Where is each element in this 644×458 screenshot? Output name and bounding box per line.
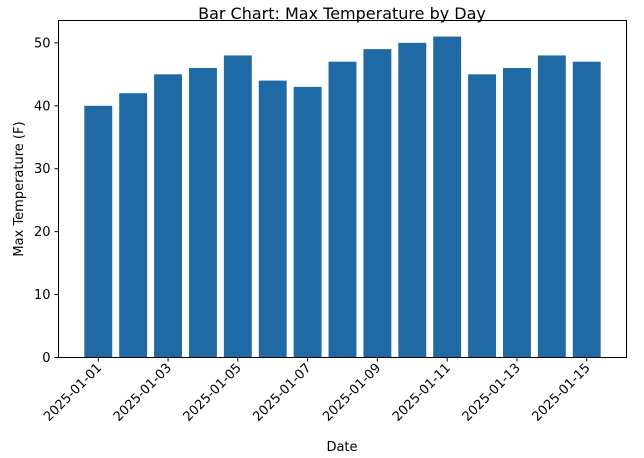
x-tick-label: 2025-01-09 bbox=[320, 361, 384, 425]
y-tick-label: 40 bbox=[34, 99, 51, 114]
x-axis-label: Date bbox=[326, 440, 357, 455]
y-tick-label: 30 bbox=[34, 162, 51, 177]
bar-2025-01-08 bbox=[328, 61, 357, 358]
chart-title: Bar Chart: Max Temperature by Day bbox=[198, 4, 486, 23]
bar-2025-01-14 bbox=[537, 55, 566, 358]
x-axis: 2025-01-01 2025-01-03 2025-01-05 2025-01-07… bbox=[41, 357, 594, 425]
bars-group bbox=[84, 36, 601, 358]
x-tick-label: 2025-01-07 bbox=[250, 361, 314, 425]
bar-2025-01-01 bbox=[84, 105, 113, 358]
bar-2025-01-07 bbox=[293, 86, 322, 358]
bar-2025-01-11 bbox=[433, 36, 462, 358]
bar-2025-01-10 bbox=[398, 42, 427, 358]
x-tick-label: 2025-01-11 bbox=[390, 361, 454, 425]
bar-2025-01-15 bbox=[572, 61, 601, 358]
bar-2025-01-02 bbox=[119, 93, 148, 358]
plot-frame bbox=[58, 20, 627, 358]
y-axis: 0 10 20 30 40 50 bbox=[34, 36, 59, 366]
x-tick-label: 2025-01-05 bbox=[181, 361, 245, 425]
bar-2025-01-09 bbox=[363, 49, 392, 358]
bar-2025-01-12 bbox=[468, 74, 497, 358]
bar-2025-01-04 bbox=[188, 68, 217, 358]
y-tick-label: 0 bbox=[42, 351, 50, 366]
y-axis-label: Max Temperature (F) bbox=[12, 121, 27, 256]
y-tick-label: 20 bbox=[34, 225, 51, 240]
y-tick-label: 10 bbox=[34, 288, 51, 303]
bar-2025-01-06 bbox=[258, 80, 287, 358]
x-tick-label: 2025-01-03 bbox=[111, 361, 175, 425]
x-tick-label: 2025-01-01 bbox=[41, 361, 105, 425]
bar-2025-01-05 bbox=[223, 55, 252, 358]
bar-2025-01-13 bbox=[502, 68, 531, 358]
x-tick-label: 2025-01-15 bbox=[530, 361, 594, 425]
y-tick-label: 50 bbox=[34, 36, 51, 51]
bar-2025-01-03 bbox=[154, 74, 183, 358]
x-tick-label: 2025-01-13 bbox=[460, 361, 524, 425]
